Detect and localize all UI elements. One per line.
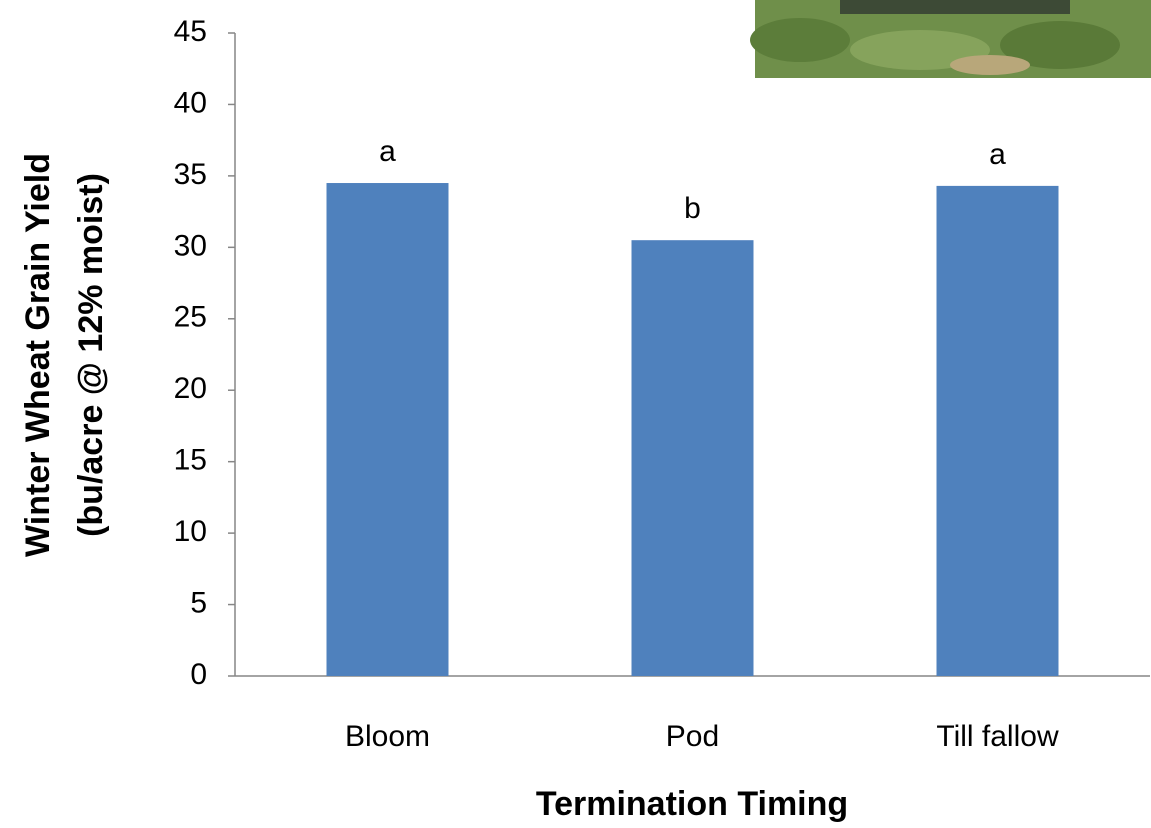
significance-label: a (989, 138, 1006, 171)
bar (327, 183, 449, 676)
y-tick-label: 0 (190, 658, 207, 691)
x-axis-title: Termination Timing (536, 785, 848, 823)
y-axis-title: (bu/acre @ 12% moist) (72, 173, 110, 537)
y-tick-label: 30 (174, 229, 207, 262)
x-tick-label: Pod (666, 720, 719, 753)
x-tick-label: Till fallow (936, 720, 1059, 753)
page: {"chart_data": {"type": "bar", "categori… (0, 0, 1151, 828)
y-tick-label: 25 (174, 301, 207, 334)
significance-label: a (379, 135, 396, 168)
y-tick-label: 20 (174, 372, 207, 405)
chart: Winter Wheat Grain Yield (bu/acre @ 12% … (0, 0, 1151, 828)
significance-label: b (684, 192, 701, 225)
y-tick-label: 5 (190, 586, 207, 619)
x-tick-label: Bloom (345, 720, 430, 753)
y-tick-label: 35 (174, 158, 207, 191)
y-tick-label: 40 (174, 86, 207, 119)
y-tick-label: 10 (174, 515, 207, 548)
y-axis-title: Winter Wheat Grain Yield (19, 153, 57, 557)
photo (750, 0, 1151, 78)
y-tick-label: 45 (174, 15, 207, 48)
bar (632, 240, 754, 676)
y-tick-label: 15 (174, 444, 207, 477)
bar (937, 186, 1059, 676)
